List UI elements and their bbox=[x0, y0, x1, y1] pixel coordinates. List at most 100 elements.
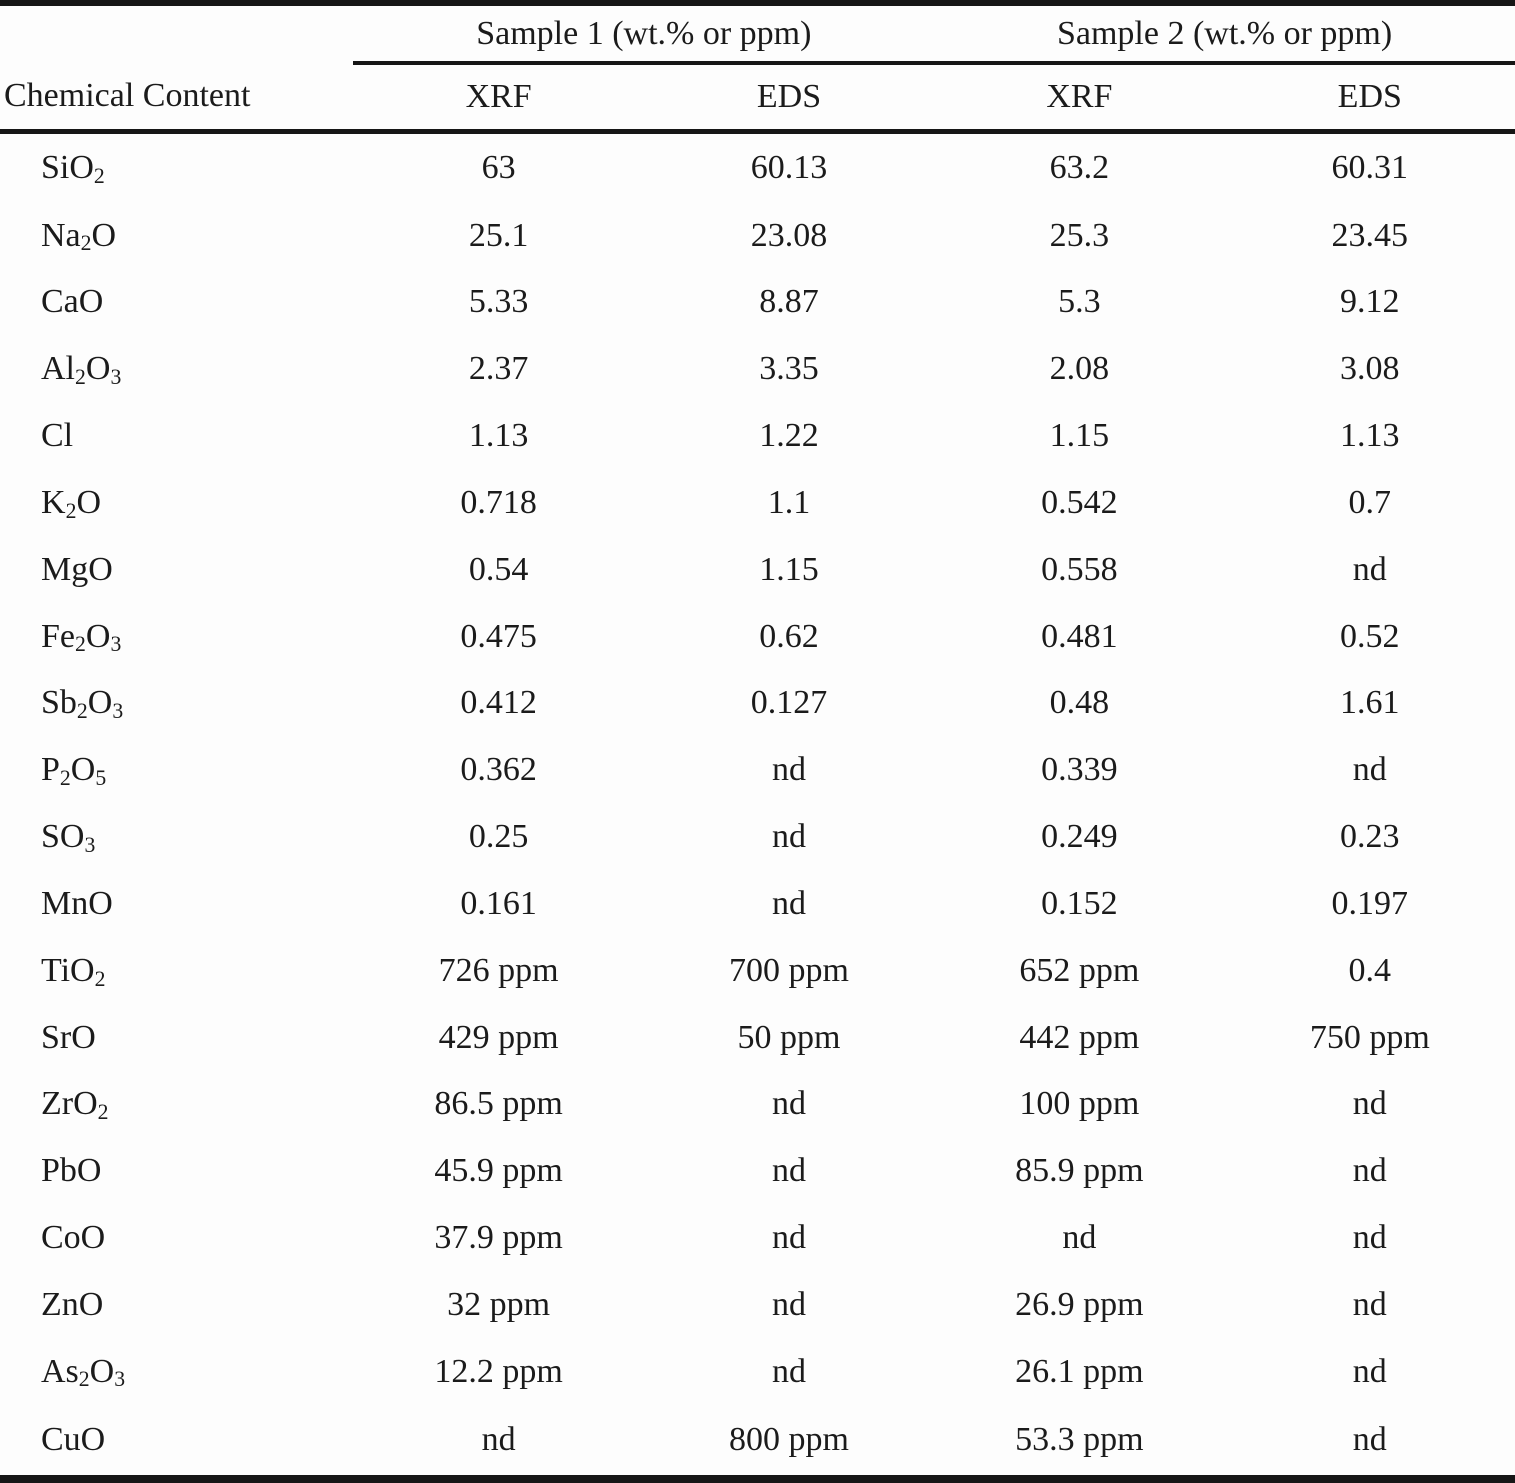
measurement-value-cell: 0.542 bbox=[1041, 483, 1118, 521]
measurement-value-cell: 0.161 bbox=[460, 884, 537, 922]
measurement-value-cell: 1.15 bbox=[759, 550, 819, 588]
measurement-value-cell: 652 ppm bbox=[1019, 951, 1140, 989]
table-row: Cl 1.13 1.22 1.15 1.13 bbox=[0, 403, 1515, 470]
measurement-value-cell: 23.45 bbox=[1331, 216, 1409, 254]
table-row: SiO2 63 60.13 63.2 60.31 bbox=[0, 131, 1515, 202]
measurement-value-cell: nd bbox=[1352, 1285, 1387, 1323]
measurement-value-cell: nd bbox=[772, 1352, 807, 1390]
table-row: Al2O3 2.37 3.35 2.08 3.08 bbox=[0, 336, 1515, 403]
table-row: ZnO 32 ppm nd 26.9 ppm nd bbox=[0, 1271, 1515, 1338]
measurement-value-cell: 45.9 ppm bbox=[434, 1152, 563, 1190]
measurement-value-cell: 0.152 bbox=[1041, 884, 1118, 922]
measurement-value-cell: 12.2 ppm bbox=[434, 1352, 563, 1390]
chemical-formula-cell: K2O bbox=[41, 483, 101, 523]
chemical-formula-cell: Na2O bbox=[41, 216, 117, 256]
measurement-value-cell: nd bbox=[1352, 1085, 1387, 1123]
column-header-row: Chemical Content XRF EDS XRF EDS bbox=[0, 63, 1515, 134]
measurement-value-cell: 25.1 bbox=[468, 216, 529, 254]
empty-corner-cell bbox=[0, 3, 353, 63]
measurement-value-cell: 700 ppm bbox=[729, 951, 849, 989]
measurement-value-cell: 23.08 bbox=[750, 216, 828, 254]
chemical-formula-cell: ZrO2 bbox=[41, 1085, 109, 1125]
chemical-formula-cell: As2O3 bbox=[41, 1352, 126, 1392]
measurement-value-cell: 0.362 bbox=[460, 751, 537, 789]
measurement-value-cell: 0.23 bbox=[1340, 818, 1400, 856]
sample1-xrf-header: XRF bbox=[353, 63, 644, 134]
measurement-value-cell: 3.08 bbox=[1340, 350, 1400, 388]
measurement-value-cell: 1.15 bbox=[1049, 417, 1110, 455]
measurement-value-cell: nd bbox=[1062, 1219, 1097, 1257]
measurement-value-cell: 1.22 bbox=[759, 417, 819, 455]
chemical-formula-cell: CaO bbox=[41, 283, 104, 321]
measurement-value-cell: 0.249 bbox=[1041, 818, 1118, 856]
measurement-value-cell: 2.08 bbox=[1049, 350, 1110, 388]
chemical-formula-cell: CoO bbox=[41, 1219, 106, 1257]
measurement-value-cell: 0.412 bbox=[460, 684, 537, 722]
table-head: Sample 1 (wt.% or ppm) Sample 2 (wt.% or… bbox=[0, 3, 1515, 134]
measurement-value-cell: 85.9 ppm bbox=[1015, 1152, 1144, 1190]
chemical-formula-cell: Cl bbox=[41, 417, 74, 455]
measurement-value-cell: 726 ppm bbox=[438, 951, 559, 989]
chemical-formula-cell: Al2O3 bbox=[41, 350, 122, 390]
chemical-formula-cell: MgO bbox=[41, 550, 113, 588]
measurement-value-cell: nd bbox=[772, 1152, 807, 1190]
chemical-formula-cell: MnO bbox=[41, 884, 113, 922]
measurement-value-cell: 0.7 bbox=[1348, 483, 1392, 521]
measurement-value-cell: 1.61 bbox=[1340, 684, 1400, 722]
table-row: K2O 0.718 1.1 0.542 0.7 bbox=[0, 470, 1515, 537]
table-row: MnO 0.161 nd 0.152 0.197 bbox=[0, 871, 1515, 938]
chemical-formula-cell: SiO2 bbox=[41, 148, 105, 188]
measurement-value-cell: nd bbox=[1352, 1219, 1387, 1257]
measurement-value-cell: 0.197 bbox=[1331, 884, 1409, 922]
measurement-value-cell: 429 ppm bbox=[438, 1018, 559, 1056]
measurement-value-cell: nd bbox=[1352, 550, 1387, 588]
measurement-value-cell: 0.127 bbox=[750, 684, 828, 722]
chemical-formula-cell: ZnO bbox=[41, 1285, 104, 1323]
measurement-value-cell: 800 ppm bbox=[729, 1421, 849, 1459]
measurement-value-cell: 60.31 bbox=[1331, 148, 1409, 186]
measurement-value-cell: nd bbox=[772, 1085, 807, 1123]
table-row: CaO 5.33 8.87 5.3 9.12 bbox=[0, 269, 1515, 336]
measurement-value-cell: 86.5 ppm bbox=[434, 1085, 563, 1123]
measurement-value-cell: nd bbox=[772, 1285, 807, 1323]
measurement-value-cell: nd bbox=[772, 818, 807, 856]
table-row: Fe2O3 0.475 0.62 0.481 0.52 bbox=[0, 603, 1515, 670]
measurement-value-cell: nd bbox=[772, 1219, 807, 1257]
measurement-value-cell: nd bbox=[772, 884, 807, 922]
measurement-value-cell: 750 ppm bbox=[1309, 1018, 1430, 1056]
measurement-value-cell: 8.87 bbox=[759, 283, 819, 321]
measurement-value-cell: 50 ppm bbox=[737, 1018, 841, 1056]
chemical-formula-cell: PbO bbox=[41, 1152, 102, 1190]
table-row: TiO2 726 ppm 700 ppm 652 ppm 0.4 bbox=[0, 937, 1515, 1004]
chemical-formula-cell: SO3 bbox=[41, 818, 96, 857]
measurement-value-cell: 37.9 ppm bbox=[434, 1219, 563, 1257]
measurement-value-cell: 26.1 ppm bbox=[1015, 1352, 1144, 1390]
measurement-value-cell: 63.2 bbox=[1049, 148, 1110, 186]
measurement-value-cell: 60.13 bbox=[750, 148, 828, 186]
measurement-value-cell: 1.13 bbox=[468, 417, 529, 455]
table-row: SO3 0.25 nd 0.249 0.23 bbox=[0, 804, 1515, 871]
table-row: SrO 429 ppm 50 ppm 442 ppm 750 ppm bbox=[0, 1004, 1515, 1071]
table-body: SiO2 63 60.13 63.2 60.31 Na2O 25.1 23.08 25.3 23.… bbox=[0, 131, 1515, 1479]
group-header-row: Sample 1 (wt.% or ppm) Sample 2 (wt.% or… bbox=[0, 3, 1515, 65]
measurement-value-cell: nd bbox=[1352, 1352, 1387, 1390]
measurement-value-cell: 442 ppm bbox=[1019, 1018, 1140, 1056]
sample2-xrf-header: XRF bbox=[934, 63, 1225, 134]
measurement-value-cell: 0.718 bbox=[460, 483, 537, 521]
chemical-formula-cell: TiO2 bbox=[41, 951, 106, 991]
measurement-value-cell: 25.3 bbox=[1049, 216, 1110, 254]
measurement-value-cell: nd bbox=[772, 751, 807, 789]
measurement-value-cell: nd bbox=[481, 1421, 516, 1459]
measurement-value-cell: 0.558 bbox=[1041, 550, 1118, 588]
table-row: ZrO2 86.5 ppm nd 100 ppm nd bbox=[0, 1071, 1515, 1138]
measurement-value-cell: nd bbox=[1352, 1152, 1387, 1190]
table-row: MgO 0.54 1.15 0.558 nd bbox=[0, 536, 1515, 603]
measurement-value-cell: 1.1 bbox=[767, 483, 811, 521]
chemical-formula-cell: P2O5 bbox=[41, 751, 107, 791]
table-row: CuO nd 800 ppm 53.3 ppm nd bbox=[0, 1405, 1515, 1479]
measurement-value-cell: 0.54 bbox=[468, 550, 529, 588]
measurement-value-cell: 63 bbox=[481, 148, 516, 186]
sample1-group-header: Sample 1 (wt.% or ppm) bbox=[353, 3, 935, 65]
